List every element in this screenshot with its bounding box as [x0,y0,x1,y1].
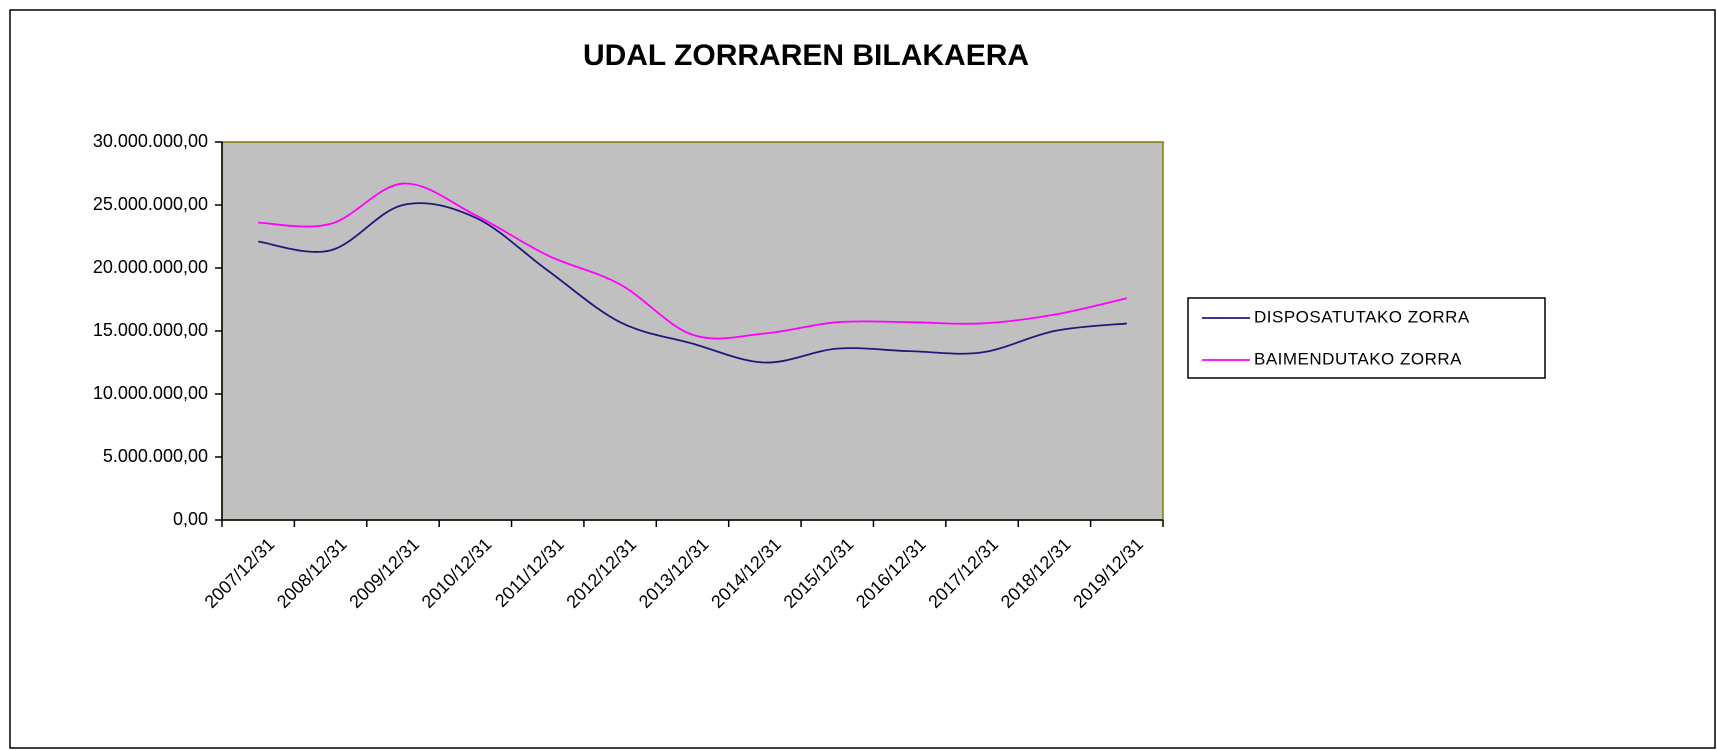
plot-area [221,141,1164,521]
y-tick-label: 15.000.000,00 [93,320,208,340]
legend-label: DISPOSATUTAKO ZORRA [1254,307,1470,326]
chart-title: UDAL ZORRAREN BILAKAERA [583,39,1029,72]
y-tick-label: 0,00 [173,509,208,529]
legend-label: BAIMENDUTAKO ZORRA [1254,349,1462,368]
y-tick-label: 10.000.000,00 [93,383,208,403]
y-tick-label: 30.000.000,00 [93,131,208,151]
y-tick-label: 5.000.000,00 [103,446,208,466]
line-series [258,182,1128,340]
y-tick-label: 25.000.000,00 [93,194,208,214]
y-tick-label: 20.000.000,00 [93,257,208,277]
legend-box [1187,297,1546,379]
line-series [258,202,1127,364]
